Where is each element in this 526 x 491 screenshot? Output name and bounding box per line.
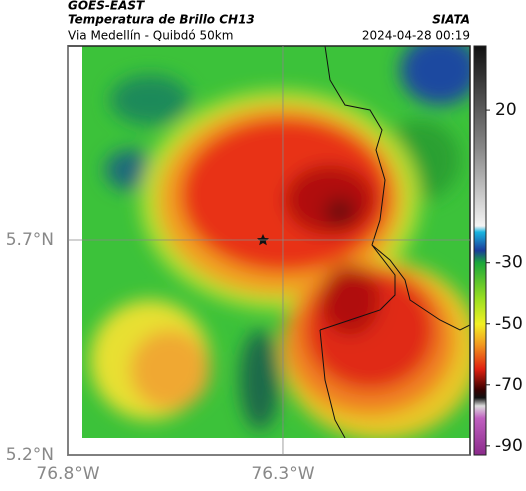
x-tick-label: 76.8°W bbox=[36, 464, 99, 484]
y-tick-label: 5.7°N bbox=[6, 230, 54, 250]
x-tick-label: 76.3°W bbox=[251, 464, 314, 484]
title: GOES-EAST bbox=[68, 0, 145, 13]
subtitle: Temperatura de Brillo CH13 bbox=[68, 13, 255, 27]
colorbar bbox=[473, 45, 487, 456]
route: Via Medellín - Quibdó 50km bbox=[68, 29, 233, 43]
colorbar-tick-label: -90 bbox=[495, 436, 523, 456]
satellite-image bbox=[82, 46, 470, 438]
colorbar-tick-label: -70 bbox=[495, 375, 523, 395]
y-tick-label: 5.2°N bbox=[6, 445, 54, 465]
timestamp: 2024-04-28 00:19 bbox=[362, 29, 470, 43]
source: SIATA bbox=[432, 13, 470, 27]
colorbar-tick-label: -50 bbox=[495, 314, 523, 334]
colorbar-tick-label: -30 bbox=[495, 253, 523, 273]
colorbar-tick-label: 20 bbox=[495, 100, 517, 120]
